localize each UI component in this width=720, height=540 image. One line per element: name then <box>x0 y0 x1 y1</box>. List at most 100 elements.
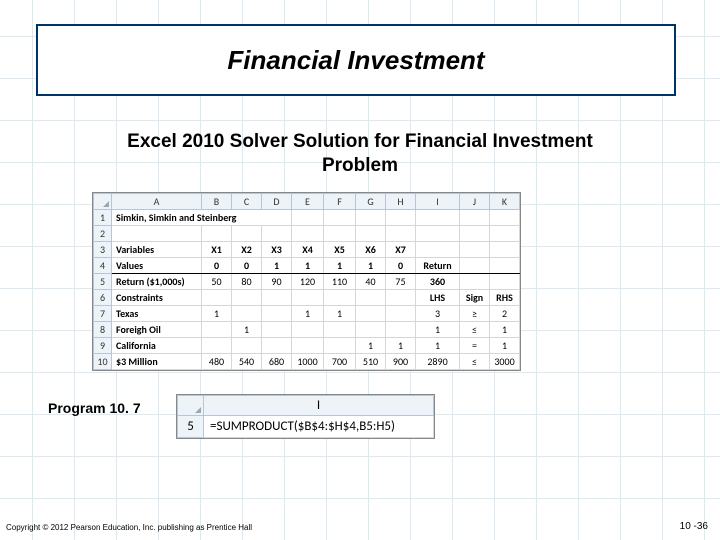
constraint-cell <box>202 338 232 354</box>
rhs-cell: 1 <box>490 338 520 354</box>
rhs-cell: 3000 <box>490 354 520 370</box>
cell <box>356 290 386 306</box>
value-cell: 1 <box>292 258 324 274</box>
constraint-cell <box>292 338 324 354</box>
value-cell: 1 <box>262 258 292 274</box>
constraint-cell <box>262 306 292 322</box>
company-name: Simkin, Simkin and Steinberg <box>112 210 292 226</box>
rhs-cell: 1 <box>490 322 520 338</box>
variable-header: X2 <box>232 242 262 258</box>
cell <box>490 210 520 226</box>
sign-cell: ≥ <box>460 306 490 322</box>
cell <box>490 226 520 242</box>
col-header-I: I <box>416 194 460 210</box>
return-cell: 90 <box>262 274 292 290</box>
value-cell: 0 <box>232 258 262 274</box>
value-cell: 0 <box>202 258 232 274</box>
rhs-header: RHS <box>490 290 520 306</box>
variable-header: X5 <box>324 242 356 258</box>
return-cell: 120 <box>292 274 324 290</box>
cell <box>416 210 460 226</box>
constraint-cell: 1 <box>356 338 386 354</box>
cell <box>490 242 520 258</box>
return-cell: 110 <box>324 274 356 290</box>
constraint-cell <box>262 338 292 354</box>
sign-header: Sign <box>460 290 490 306</box>
rhs-cell: 2 <box>490 306 520 322</box>
cell <box>292 226 324 242</box>
cell <box>386 290 416 306</box>
lhs-cell: 2890 <box>416 354 460 370</box>
formula-row-header: 5 <box>178 416 204 438</box>
cell <box>490 274 520 290</box>
col-header-G: G <box>356 194 386 210</box>
col-header-H: H <box>386 194 416 210</box>
constraint-name: Texas <box>112 306 202 322</box>
col-header-A: A <box>112 194 202 210</box>
constraint-cell: 700 <box>324 354 356 370</box>
variable-header: X1 <box>202 242 232 258</box>
constraint-name: Foreigh Oil <box>112 322 202 338</box>
cell <box>356 226 386 242</box>
col-header-F: F <box>324 194 356 210</box>
cell <box>262 226 292 242</box>
variable-header: X7 <box>386 242 416 258</box>
variable-header: X4 <box>292 242 324 258</box>
constraint-cell: 1 <box>292 306 324 322</box>
constraint-cell: 680 <box>262 354 292 370</box>
cell <box>386 226 416 242</box>
cell <box>324 290 356 306</box>
constraint-cell <box>292 322 324 338</box>
variable-header: X6 <box>356 242 386 258</box>
cell <box>232 290 262 306</box>
return-cell: 40 <box>356 274 386 290</box>
constraint-cell <box>262 322 292 338</box>
cell <box>356 210 386 226</box>
sign-cell: = <box>460 338 490 354</box>
cell <box>460 210 490 226</box>
constraint-cell <box>202 322 232 338</box>
constraint-cell: 1000 <box>292 354 324 370</box>
value-cell: 1 <box>324 258 356 274</box>
lhs-cell: 1 <box>416 338 460 354</box>
constraint-cell: 1 <box>232 322 262 338</box>
cell <box>386 210 416 226</box>
program-label: Program 10. 7 <box>48 400 141 416</box>
cell <box>202 290 232 306</box>
constraint-cell <box>324 322 356 338</box>
col-header-K: K <box>490 194 520 210</box>
title-text: Financial Investment <box>227 45 484 76</box>
return-cell: 75 <box>386 274 416 290</box>
variable-header: X3 <box>262 242 292 258</box>
return-cell: 50 <box>202 274 232 290</box>
copyright-text: Copyright © 2012 Pearson Education, Inc.… <box>6 523 252 532</box>
formula-cell: =SUMPRODUCT($B$4:$H$4,B5:H5) <box>204 416 434 438</box>
cell <box>416 242 460 258</box>
return-cell: 80 <box>232 274 262 290</box>
variables-label: Variables <box>112 242 202 258</box>
select-all-corner <box>94 194 112 210</box>
value-cell: 1 <box>356 258 386 274</box>
row-header-8: 8 <box>94 322 112 338</box>
cell <box>460 274 490 290</box>
cell <box>460 226 490 242</box>
return-header: Return <box>416 258 460 274</box>
constraint-cell: 540 <box>232 354 262 370</box>
constraint-cell: 900 <box>386 354 416 370</box>
row-header-4: 4 <box>94 258 112 274</box>
constraint-cell: 510 <box>356 354 386 370</box>
constraint-cell: 480 <box>202 354 232 370</box>
subtitle-line2: Problem <box>322 155 398 176</box>
sign-cell: ≤ <box>460 322 490 338</box>
cell <box>490 258 520 274</box>
constraint-cell: 1 <box>202 306 232 322</box>
constraint-cell <box>356 306 386 322</box>
cell <box>232 226 262 242</box>
return-total: 360 <box>416 274 460 290</box>
row-header-10: 10 <box>94 354 112 370</box>
sign-cell: ≤ <box>460 354 490 370</box>
cell <box>324 226 356 242</box>
cell <box>202 226 232 242</box>
constraint-cell <box>386 306 416 322</box>
constraint-cell <box>324 338 356 354</box>
